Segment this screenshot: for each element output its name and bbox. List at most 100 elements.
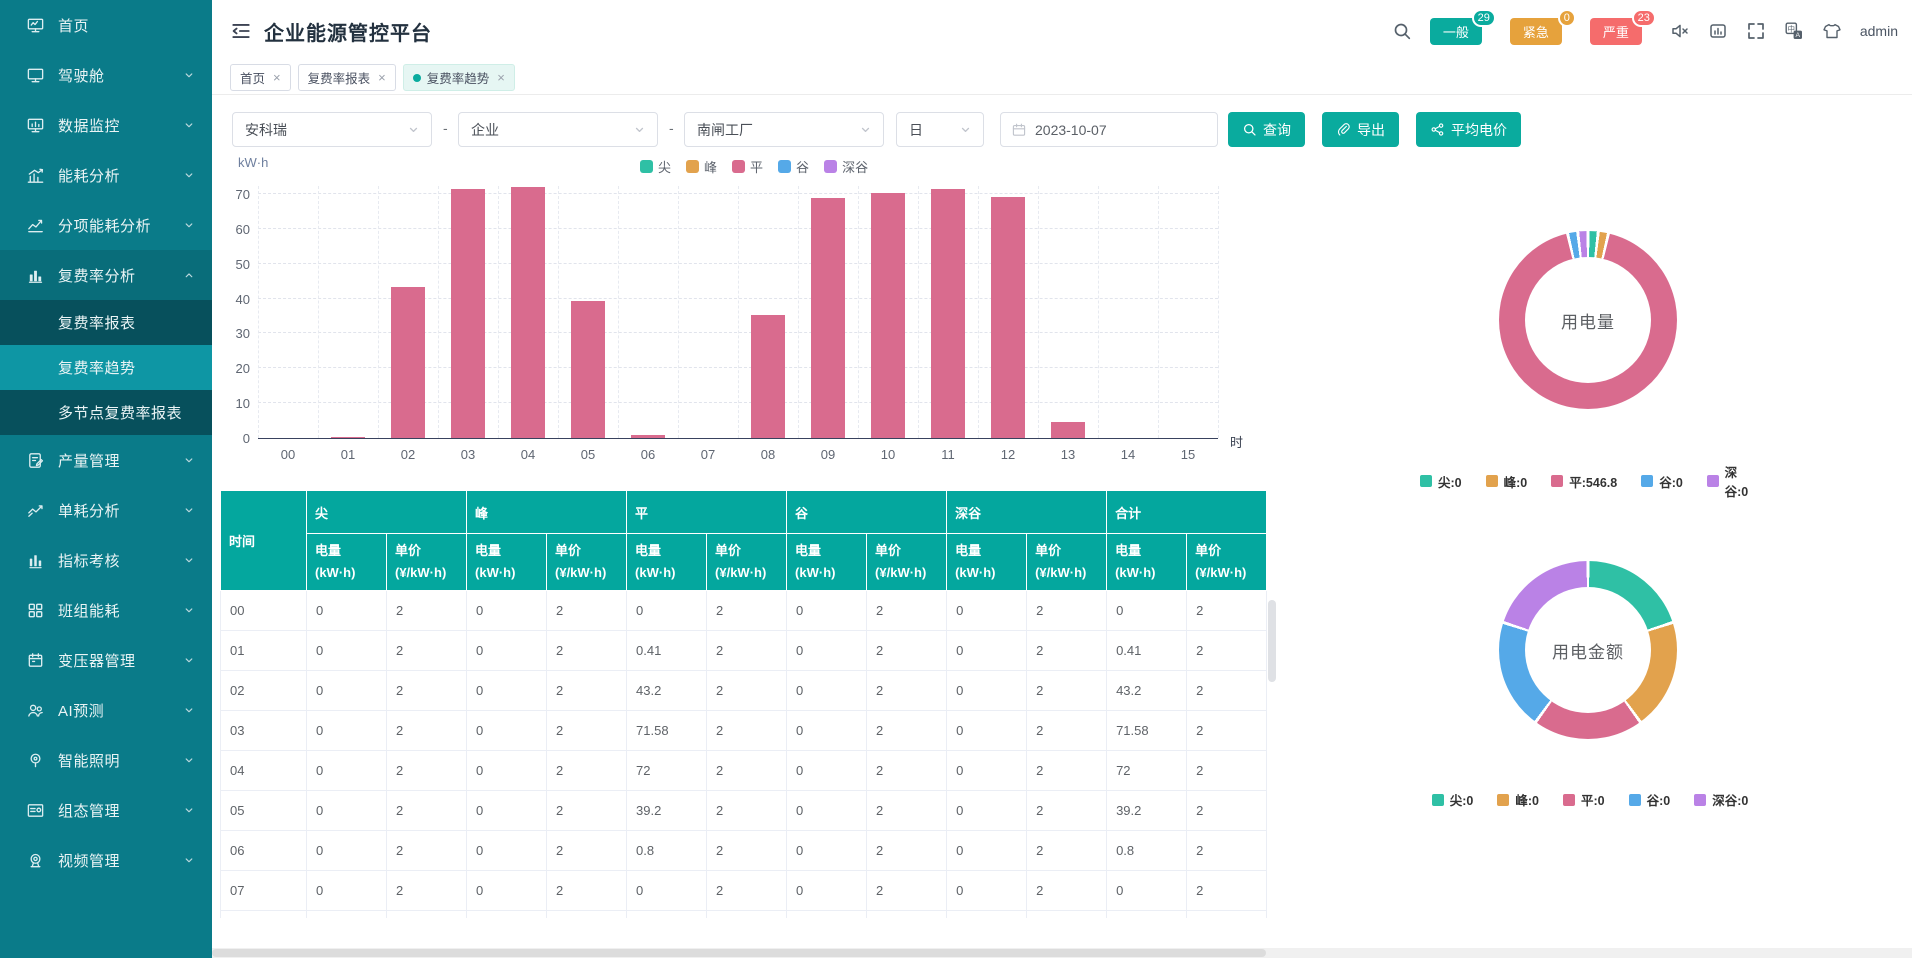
close-icon[interactable]: × [378,70,386,85]
average-price-button[interactable]: 平均电价 [1416,112,1521,147]
legend-item-尖[interactable]: 尖:0 [1431,790,1474,809]
table-cell: 72 [1106,750,1188,792]
export-button[interactable]: 导出 [1322,112,1399,147]
legend-item-谷[interactable]: 谷 [778,157,809,176]
close-icon[interactable]: × [497,70,505,85]
theme-shirt-icon[interactable] [1822,21,1842,41]
col-group-峰: 峰 [466,490,628,534]
user-name[interactable]: admin [1859,23,1898,39]
legend-item-谷[interactable]: 谷:0 [1641,462,1683,500]
table-cell: 0 [946,790,1028,832]
legend-item-谷[interactable]: 谷:0 [1628,790,1671,809]
table-cell: 0 [306,670,387,712]
factory-select[interactable]: 南闸工厂 [684,112,884,147]
legend-item-平[interactable]: 平:546.8 [1551,462,1617,500]
period-select[interactable]: 日 [896,112,984,147]
legend-item-峰[interactable]: 峰:0 [1485,462,1527,500]
y-tick: 40 [235,291,250,307]
table-cell: 2 [546,590,628,632]
sidebar-item-9[interactable]: 指标考核 [0,535,212,585]
sidebar-item-5[interactable]: 分项能耗分析 [0,200,212,250]
bar-平-08 [751,314,785,438]
sidebar-subitem[interactable]: 多节点复费率报表 [0,390,212,435]
sidebar-subitem[interactable]: 复费率趋势 [0,345,212,390]
sidebar-item-4[interactable]: 能耗分析 [0,150,212,200]
legend-label: 尖 [658,160,672,175]
notebook-icon [26,451,45,470]
monitor-chart-icon[interactable] [1708,21,1728,41]
tab-home[interactable]: 首页 × [230,64,291,91]
legend-swatch [778,160,792,173]
x-tick: 11 [941,447,955,462]
alarm-badge-urgent[interactable]: 紧急 0 [1509,8,1576,45]
node-select[interactable]: 安科瑞 [232,112,432,147]
chevron-down-icon [182,703,196,717]
close-icon[interactable]: × [273,70,281,85]
legend-item-峰[interactable]: 峰 [686,157,717,176]
table-cell: 2 [866,830,948,872]
alarm-badge-critical[interactable]: 严重 23 [1589,8,1656,45]
chevron-down-icon [858,122,873,137]
legend-item-尖[interactable]: 尖:0 [1420,462,1462,500]
col-subheader: 电量(kW·h) [466,532,548,592]
search-icon[interactable] [1392,21,1412,41]
tab-rate-report[interactable]: 复费率报表 × [297,64,396,91]
sidebar-item-14[interactable]: 组态管理 [0,785,212,835]
legend-item-峰[interactable]: 峰:0 [1497,790,1539,809]
sidebar-item-label: 班组能耗 [58,602,121,620]
legend-label: 尖:0 [1449,794,1474,808]
sidebar-item-2[interactable]: 驾驶舱 [0,50,212,100]
badge-label: 严重 [1602,24,1629,40]
x-tick: 10 [880,447,896,462]
collapse-menu-icon[interactable] [230,20,252,42]
col-subheader: 电量(kW·h) [786,532,868,592]
sidebar-item-15[interactable]: 视频管理 [0,835,212,885]
legend-item-平[interactable]: 平 [732,157,763,176]
sidebar-item-11[interactable]: 变压器管理 [0,635,212,685]
table-cell [706,910,788,918]
sidebar-item-1[interactable]: 首页 [0,0,212,50]
query-button[interactable]: 查询 [1228,112,1305,147]
table-cell: 2 [1186,670,1268,712]
legend-item-深谷[interactable]: 深谷:0 [1706,462,1760,500]
sidebar-item-label: 指标考核 [58,552,121,570]
legend-item-平[interactable]: 平:0 [1562,790,1605,809]
table-cell: 2 [706,790,788,832]
sidebar-item-6[interactable]: 复费率分析 [0,250,212,300]
x-tick: 00 [280,447,296,462]
type-select[interactable]: 企业 [458,112,658,147]
horizontal-scrollbar-thumb[interactable] [212,949,1266,957]
sidebar-item-12[interactable]: AI预测 [0,685,212,735]
legend-item-深谷[interactable]: 深谷:0 [1694,790,1748,809]
legend-swatch [1628,793,1641,806]
legend-label: 深谷:0 [1712,794,1749,808]
filter-separator: - [669,120,674,136]
sidebar-item-3[interactable]: 数据监控 [0,100,212,150]
legend-item-尖[interactable]: 尖 [640,157,671,176]
legend-label: 谷:0 [1646,794,1671,808]
legend-item-深谷[interactable]: 深谷 [824,157,868,176]
sidebar-item-10[interactable]: 班组能耗 [0,585,212,635]
table-cell: 2 [706,590,788,632]
alarm-badge-normal[interactable]: 一般 29 [1429,8,1496,45]
date-picker[interactable]: 2023-10-07 [1000,112,1218,147]
table-cell [220,910,307,918]
bar-chart-plot [258,186,1219,439]
tab-rate-trend[interactable]: 复费率趋势 × [402,64,515,91]
sidebar-subitem[interactable]: 复费率报表 [0,300,212,345]
x-tick: 06 [640,447,656,462]
sidebar-item-8[interactable]: 单耗分析 [0,485,212,535]
energy-bars-icon [26,166,45,185]
table-vertical-scrollbar[interactable] [1268,600,1276,682]
table-cell: 2 [866,630,948,672]
table-cell [626,910,708,918]
fullscreen-icon[interactable] [1746,21,1766,41]
legend-swatch [732,160,746,173]
sidebar-item-13[interactable]: 智能照明 [0,735,212,785]
page-title: 企业能源管控平台 [264,23,432,45]
volume-mute-icon[interactable] [1670,21,1690,41]
table-cell: 2 [385,670,468,712]
sidebar-item-7[interactable]: 产量管理 [0,435,212,485]
